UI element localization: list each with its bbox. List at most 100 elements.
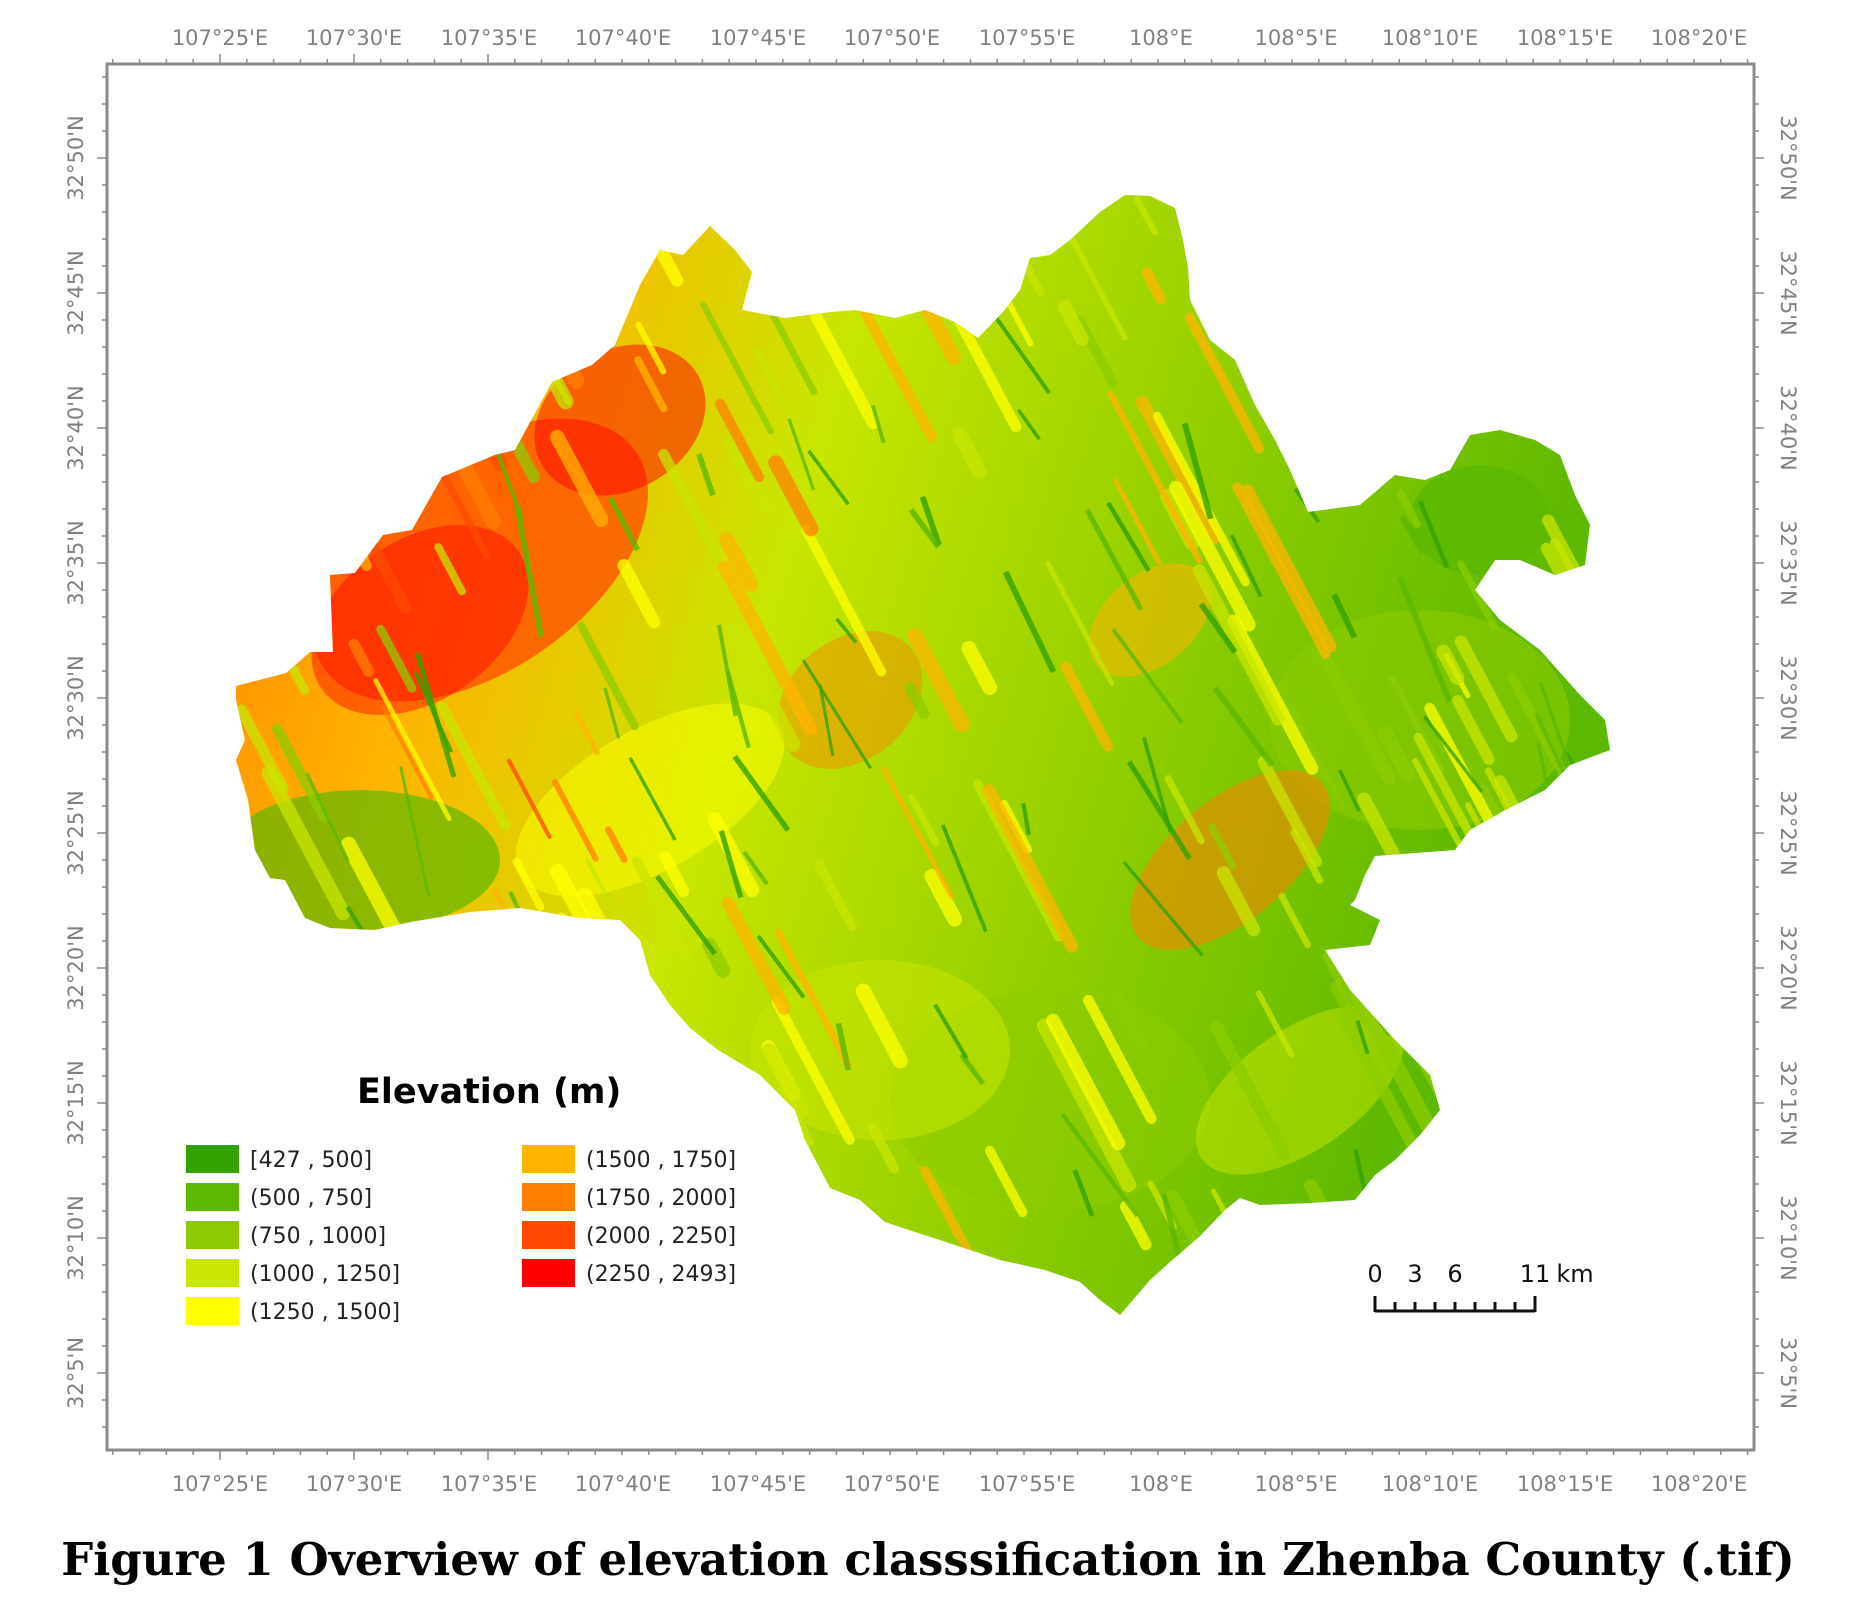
lat-label: 32°25'N [64, 790, 88, 875]
legend-swatch-427-500 [186, 1145, 239, 1173]
ridge-streak [1349, 984, 1446, 1152]
ridge-streak [1060, 218, 1128, 341]
valley-line [1423, 715, 1483, 793]
valley-line [1212, 686, 1275, 768]
ridge-streak [855, 983, 908, 1069]
ridge-streak [1378, 726, 1415, 783]
ridge-streak [437, 701, 511, 832]
ridge-streak [584, 857, 617, 914]
valley-line [835, 617, 858, 644]
ridge-streak [1457, 560, 1499, 632]
valley-line [1337, 769, 1361, 813]
ridge-streak [1241, 484, 1337, 653]
legend-swatch-750-1000 [186, 1221, 239, 1249]
ridge-streak [1119, 1200, 1152, 1251]
ridge-streak [982, 784, 1079, 953]
ridge-streak [1356, 792, 1406, 872]
ridge-streak [1112, 477, 1162, 565]
ridge-streak [348, 638, 375, 678]
ridge-streak [1454, 635, 1518, 743]
valley-line [1002, 570, 1057, 674]
valley-line [732, 754, 791, 832]
ridge-streak [573, 709, 600, 756]
valley-line [628, 756, 677, 841]
ridge-streak [261, 765, 351, 921]
ridge-streak [761, 1043, 809, 1119]
valley-line [413, 671, 454, 753]
ridge-streak [1141, 267, 1167, 305]
ridge-streak [549, 429, 609, 527]
ridge-streak [1110, 990, 1150, 1052]
ridge-streak [753, 348, 803, 436]
latitude-labels-left: 32°50'N 32°45'N 32°40'N 32°35'N 32°30'N … [64, 115, 88, 1409]
ridge-streak [881, 766, 954, 899]
lon-label: 108°E [1129, 26, 1193, 50]
lon-label: 108°20'E [1651, 26, 1747, 50]
lat-label: 32°50'N [1776, 115, 1800, 200]
ridge-streak [961, 640, 998, 695]
valley-line [718, 830, 744, 899]
valley-line [1161, 1193, 1182, 1257]
lat-label: 32°45'N [64, 250, 88, 335]
ridge-streak [1192, 564, 1285, 726]
elevation-zone [515, 703, 785, 897]
longitude-labels-bottom: 107°25'E 107°30'E 107°35'E 107°40'E 107°… [172, 1472, 1747, 1496]
scale-label: 3 [1407, 1260, 1422, 1288]
valley-line [1060, 1113, 1139, 1218]
latitude-labels-right: 32°50'N 32°45'N 32°40'N 32°35'N 32°30'N … [1776, 115, 1800, 1409]
lat-label: 32°15'N [64, 1060, 88, 1145]
ridge-streak [1216, 866, 1261, 937]
valley-line [1355, 1019, 1370, 1055]
legend-swatch-1250-1500 [186, 1297, 239, 1325]
lon-label: 108°15'E [1517, 26, 1613, 50]
scale-label: 0 [1367, 1260, 1382, 1288]
ridge-streak [512, 857, 545, 911]
valley-line [959, 1053, 986, 1086]
legend-title: Elevation (m) [357, 1072, 621, 1112]
lat-label: 32°30'N [1776, 655, 1800, 740]
valley-line [1181, 422, 1214, 520]
lon-label: 107°50'E [844, 26, 940, 50]
valley-line [870, 404, 886, 444]
ridge-streak [1210, 1020, 1291, 1161]
ridge-streak [236, 704, 289, 794]
scale-bar-line [1373, 1296, 1537, 1313]
valley-line [696, 453, 716, 497]
valley-line [1397, 576, 1453, 703]
valley-line [801, 659, 872, 770]
lat-label: 32°5'N [64, 1337, 88, 1409]
ridge-streak [1107, 391, 1203, 564]
lon-label: 108°20'E [1651, 1472, 1747, 1496]
ridge-streak [1424, 702, 1511, 856]
lat-label: 32°40'N [64, 385, 88, 470]
valley-line [514, 505, 544, 638]
ridge-streak [1134, 196, 1158, 236]
legend-label: (2250 , 2493] [586, 1262, 736, 1287]
longitude-labels-top: 107°25'E 107°30'E 107°35'E 107°40'E 107°… [172, 26, 1747, 50]
ridge-streak [376, 624, 417, 693]
ridge-streak [1169, 480, 1256, 632]
valley-line [1111, 628, 1184, 724]
ridge-streak [631, 856, 697, 970]
ridge-streak [617, 558, 661, 629]
elevation-zone [1089, 563, 1211, 677]
ridge-streak [907, 793, 940, 847]
valley-line [305, 772, 350, 862]
legend-label: (500 , 750] [250, 1186, 372, 1211]
lat-label: 32°20'N [64, 925, 88, 1010]
ridge-streak [907, 628, 970, 732]
lat-label: 32°10'N [64, 1195, 88, 1280]
ridge-streak [700, 301, 774, 435]
lon-label: 108°5'E [1255, 1472, 1338, 1496]
scale-bar: 0 3 6 11 km [1367, 1260, 1594, 1313]
ridge-streak [1152, 411, 1250, 587]
lon-label: 107°25'E [172, 1472, 268, 1496]
valley-line [742, 850, 769, 886]
ridge-streak [1057, 299, 1089, 346]
valley-line [1126, 760, 1192, 861]
lat-label: 32°35'N [1776, 520, 1800, 605]
ridge-streak [381, 705, 434, 800]
valley-line [1072, 1168, 1095, 1217]
ridge-streak [1286, 701, 1347, 810]
ridge-streak [1396, 489, 1421, 529]
